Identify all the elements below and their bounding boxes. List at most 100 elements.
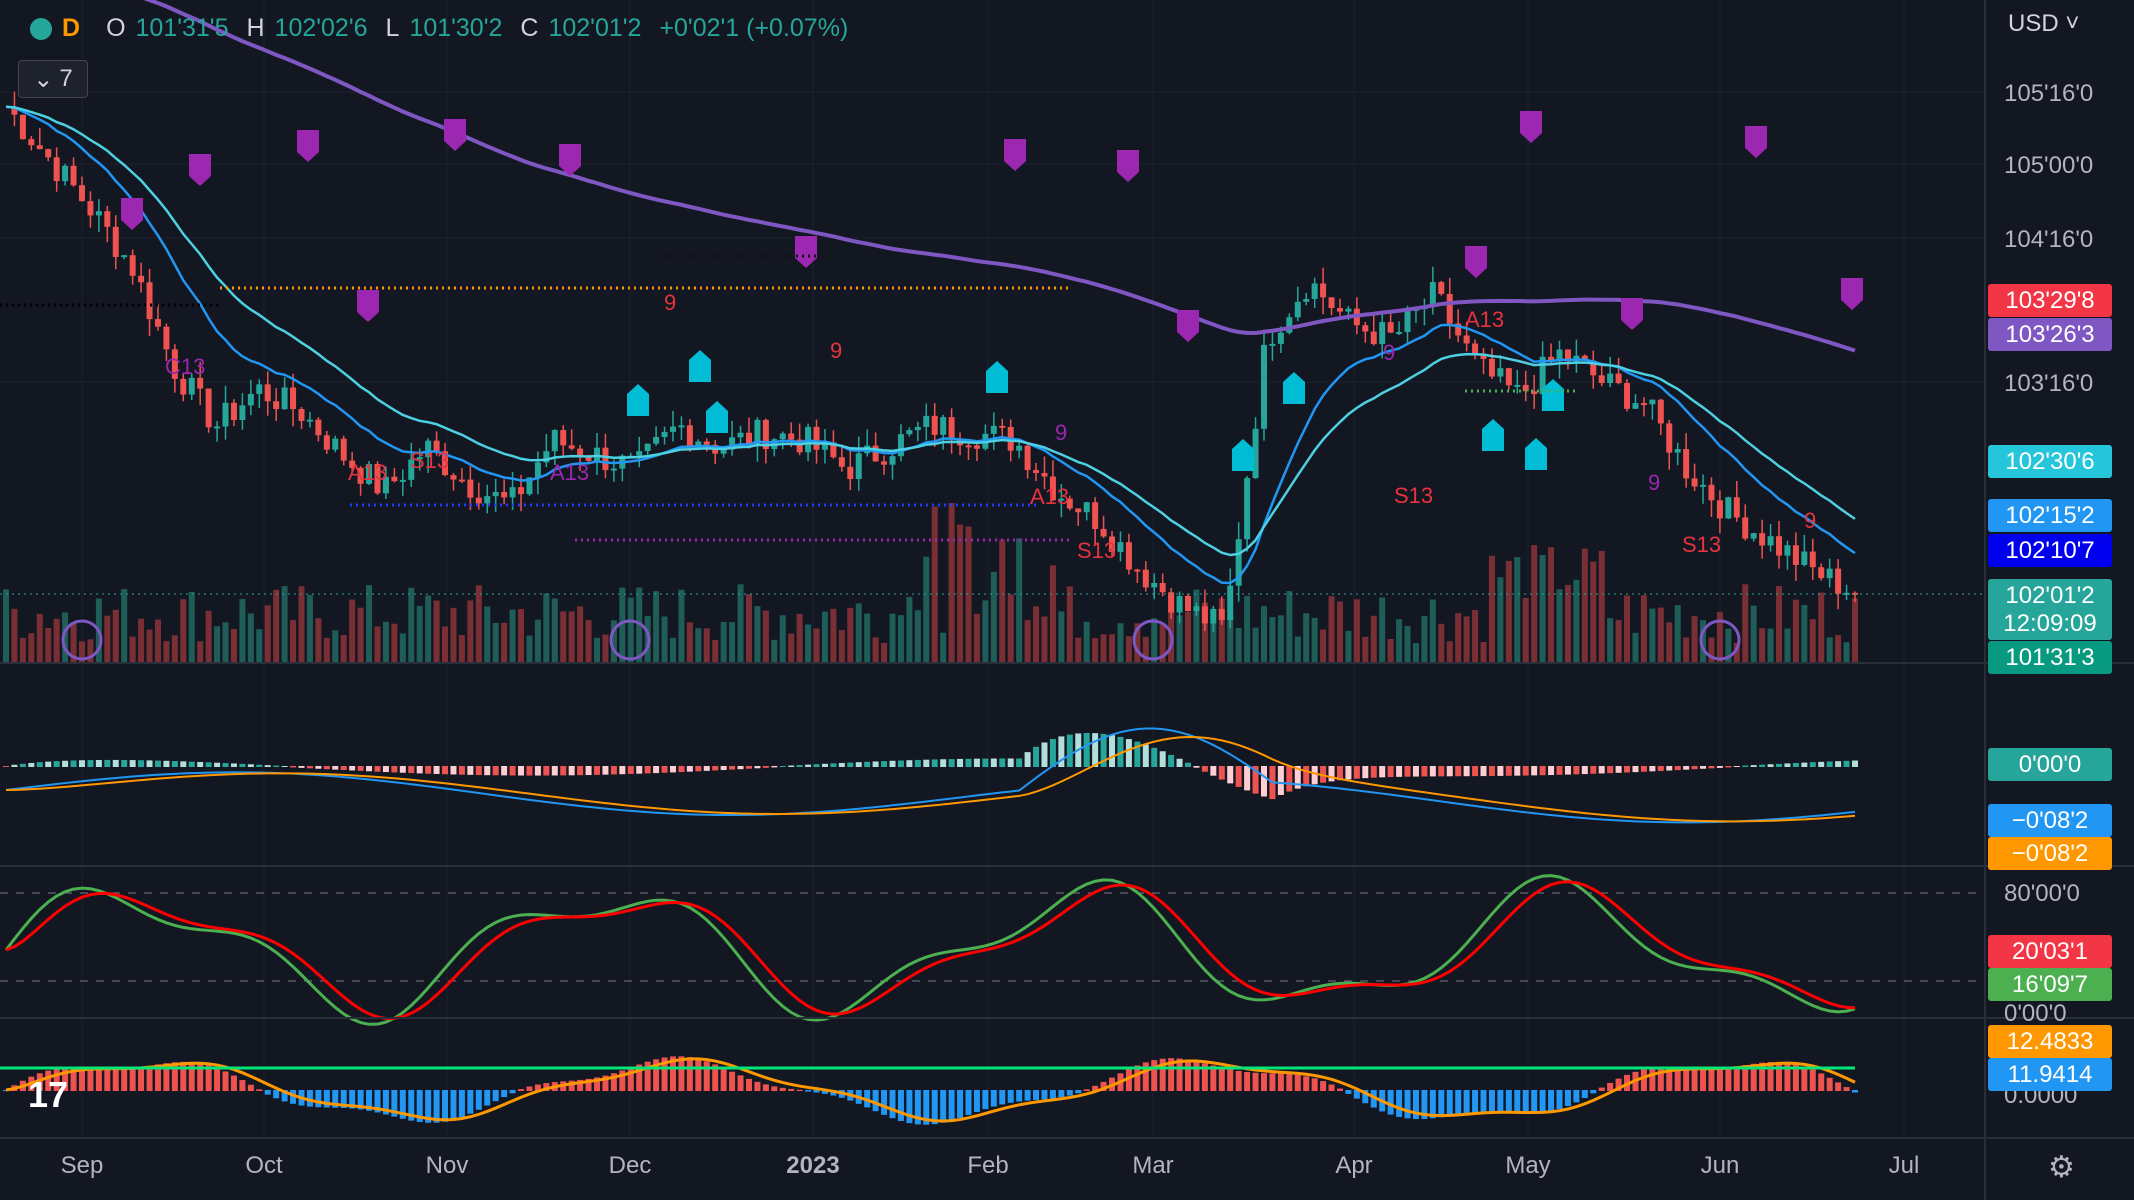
volume-bar (838, 630, 845, 663)
oscillator-bar (973, 1090, 980, 1112)
candle-body (1125, 542, 1132, 570)
interval-badge[interactable]: D (62, 14, 81, 42)
candle-body (1809, 551, 1816, 568)
volume-bar (11, 608, 18, 663)
currency-selector[interactable]: USD ˅ (2008, 10, 2079, 38)
macd-histogram-bar (543, 766, 550, 776)
indicators-toggle-button[interactable]: ⌄ 7 (18, 60, 88, 98)
macd-histogram-bar (104, 759, 111, 767)
volume-bar (1244, 596, 1251, 663)
candle-body (315, 419, 322, 436)
volume-bar (1590, 561, 1597, 663)
oscillator-bar (771, 1086, 778, 1091)
oscillator-bar (1235, 1070, 1242, 1091)
candle-body (484, 496, 491, 504)
candle-body (45, 149, 52, 158)
oscillator-bar (163, 1063, 170, 1091)
candle-body (1328, 297, 1335, 309)
volume-bar (290, 620, 297, 663)
macd-histogram-bar (957, 758, 964, 767)
volume-bar (247, 613, 254, 663)
td-annotation-label: 9 (664, 290, 676, 315)
volume-bar (1007, 594, 1014, 663)
volume-bar (306, 594, 313, 663)
stoch-k-line (4, 874, 1856, 1026)
volume-bar (1767, 628, 1774, 663)
volume-bar (619, 587, 626, 663)
oscillator-bar (416, 1090, 423, 1123)
oscillator-bar (247, 1084, 254, 1091)
candle-body (1185, 595, 1192, 612)
oscillator-bar (264, 1090, 271, 1095)
candle-body (416, 457, 423, 460)
macd-histogram-bar (1252, 766, 1259, 794)
candle-body (906, 430, 913, 435)
candle-body (264, 384, 271, 402)
price-tag-label: 102'10'7 (1988, 534, 2112, 567)
macd-histogram-bar (1100, 733, 1107, 767)
low-value: 101'30'2 (409, 14, 503, 42)
candle-body (298, 409, 305, 421)
volume-bar (104, 615, 111, 663)
macd-histogram-bar (788, 765, 795, 767)
candle-body (112, 226, 119, 257)
oscillator-bar (146, 1065, 153, 1091)
oscillator-bar (1210, 1065, 1217, 1091)
candle-body (881, 461, 888, 465)
oscillator-bar (492, 1090, 499, 1102)
volume-bar (914, 610, 921, 663)
volume-bar (19, 637, 26, 663)
macd-histogram-bar (805, 764, 812, 767)
candlesticks (11, 91, 1858, 632)
chevron-down-icon: ⌄ (33, 65, 54, 93)
volume-bar (433, 600, 440, 663)
volume-bar (62, 612, 69, 663)
candle-body (1142, 569, 1149, 588)
macd-histogram-bar (568, 766, 575, 776)
oscillator-bar (467, 1090, 474, 1114)
oscillator-bar (1244, 1072, 1251, 1091)
macd-histogram-bar (1353, 766, 1360, 779)
candle-body (1336, 308, 1343, 312)
volume-bar (669, 637, 676, 663)
volume-bar (610, 620, 617, 663)
macd-histogram-bar (754, 766, 761, 769)
volume-bar (1649, 608, 1656, 663)
candle-body (1548, 356, 1555, 362)
volume-bar (475, 585, 482, 663)
macd-histogram-bar (1708, 766, 1715, 769)
oscillator-bar (3, 1090, 9, 1091)
volume-bar (1657, 607, 1664, 663)
macd-histogram-bar (349, 766, 356, 771)
volume-bar (53, 618, 60, 663)
oscillator-bar (509, 1090, 516, 1094)
oscillator-bar (534, 1084, 541, 1091)
time-axis-tick: May (1505, 1152, 1551, 1179)
oscillator-bar (1438, 1090, 1445, 1118)
purple-signal-flag (1841, 278, 1863, 310)
volume-bar (577, 606, 584, 663)
oscillator-bar (1016, 1090, 1023, 1102)
macd-histogram-bar (222, 763, 229, 767)
oscillator-bar (526, 1086, 533, 1091)
macd-histogram-bar (762, 766, 769, 768)
volume-bar (1294, 636, 1301, 663)
oscillator-bar (1742, 1065, 1749, 1091)
oscillator-bar (745, 1078, 752, 1091)
purple-signal-flag (1621, 298, 1643, 330)
candle-body (560, 430, 567, 446)
oscillator-bar (669, 1056, 676, 1091)
candle-body (1767, 536, 1774, 546)
candle-body (1776, 536, 1783, 556)
macd-histogram-bar (1176, 758, 1183, 767)
macd-histogram-bar (1632, 766, 1639, 773)
settings-gear-icon[interactable]: ⚙ (2048, 1151, 2075, 1184)
volume-bar (1607, 618, 1614, 663)
candle-body (1700, 484, 1707, 487)
macd-histogram-bar (315, 766, 322, 769)
macd-histogram-bar (1201, 766, 1208, 772)
macd-histogram-bar (247, 764, 254, 767)
volume-bar (1564, 584, 1571, 663)
oscillator-bar (1075, 1090, 1082, 1094)
